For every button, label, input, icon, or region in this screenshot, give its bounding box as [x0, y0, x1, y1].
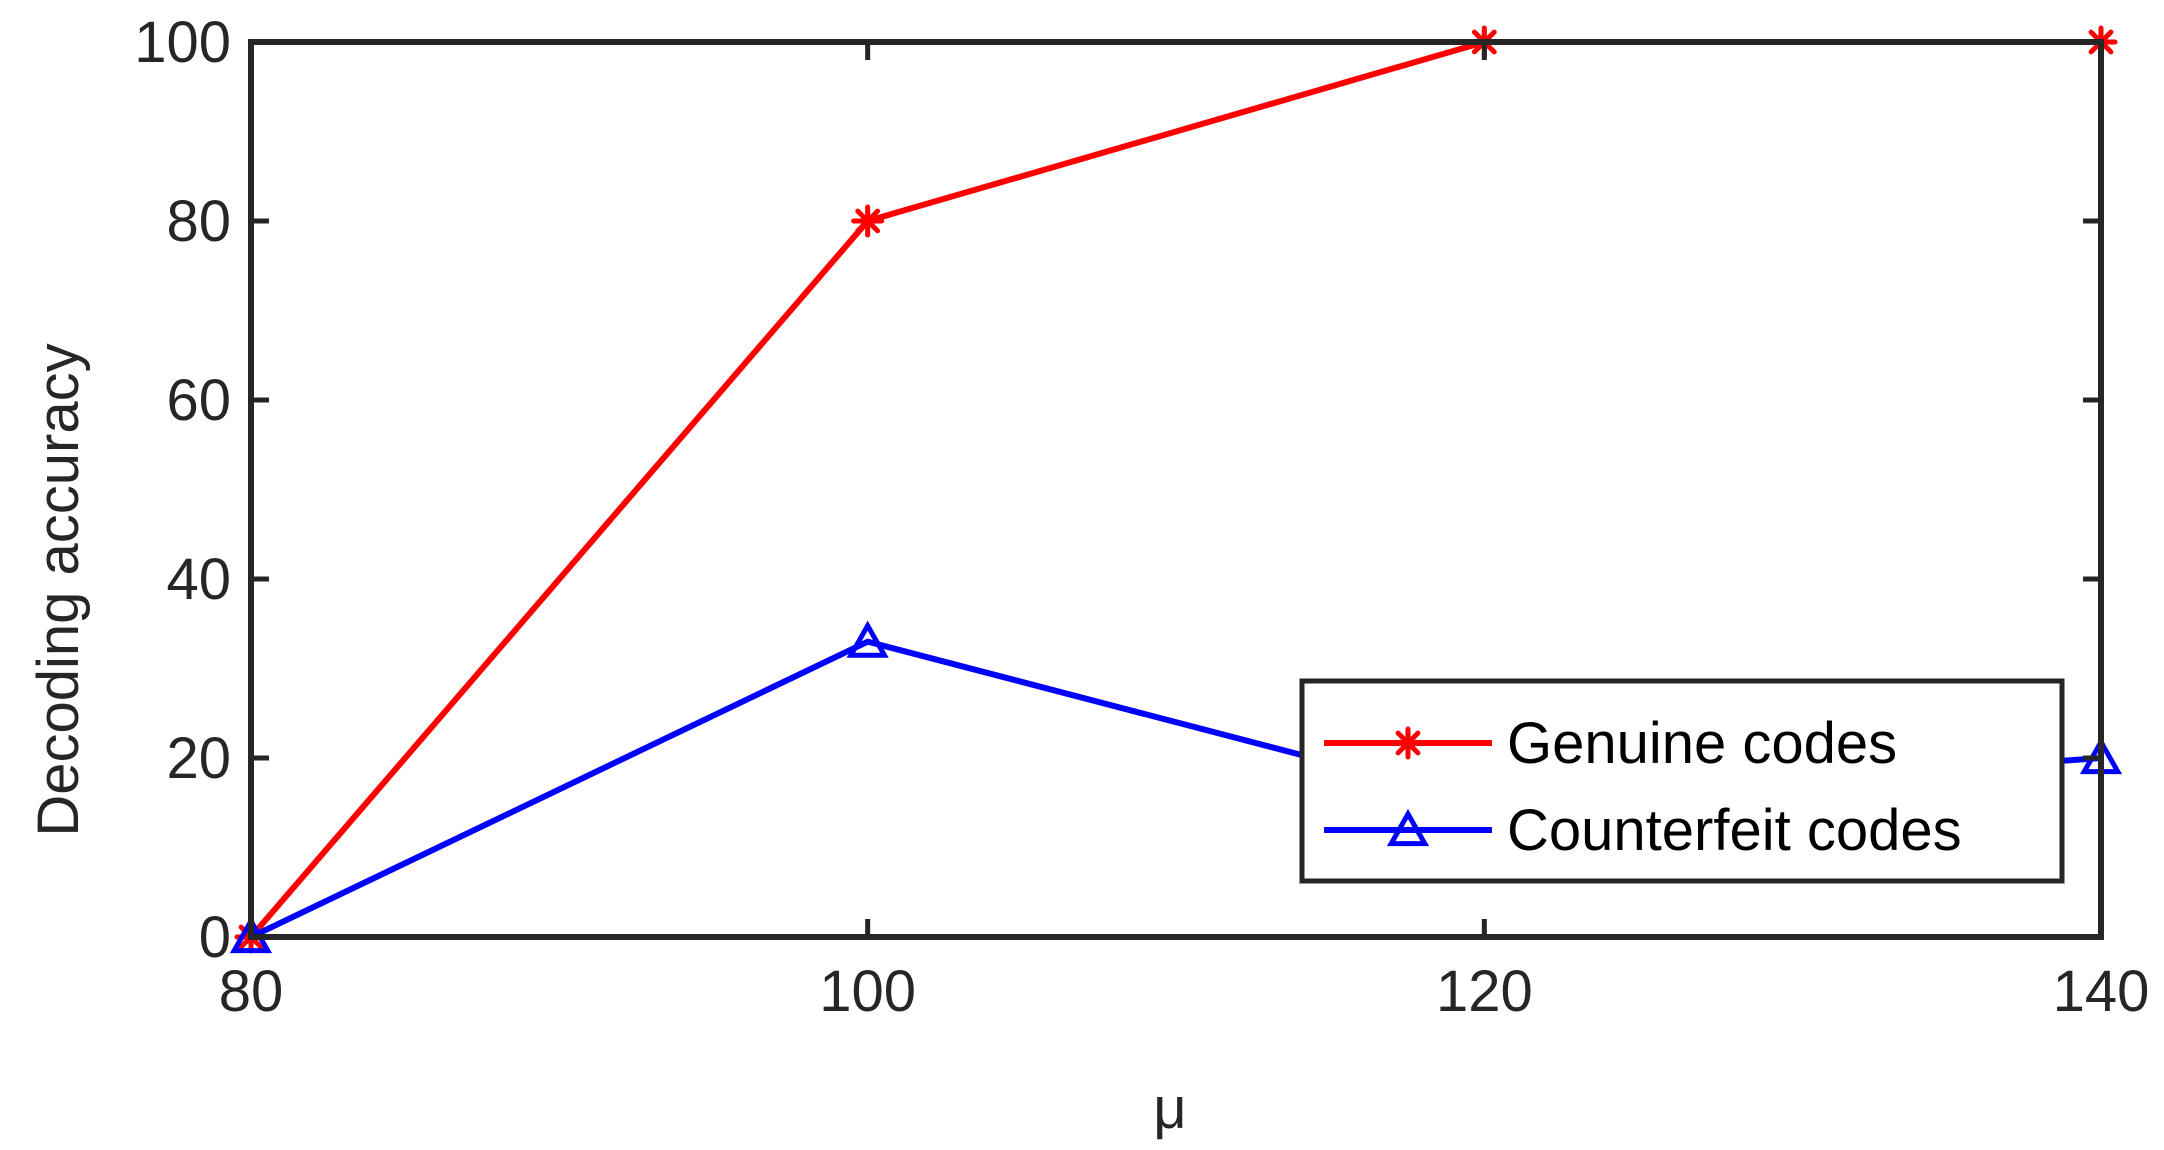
- triangle-marker: [846, 620, 889, 658]
- legend-item-1: Counterfeit codes: [1324, 798, 1962, 863]
- y-axis-label: Decoding accuracy: [26, 343, 91, 836]
- legend-label: Counterfeit codes: [1507, 798, 1962, 863]
- x-tick-label: 80: [219, 959, 284, 1024]
- legend-box: [1299, 678, 2065, 884]
- y-tick-label: 0: [199, 905, 231, 970]
- y-tick-label: 20: [166, 726, 231, 791]
- triangle-marker: [1386, 808, 1430, 847]
- x-tick-label: 120: [1436, 959, 1533, 1024]
- y-tick-label: 80: [166, 189, 231, 254]
- asterisk-marker: [1391, 726, 1425, 760]
- y-tick-label: 100: [134, 10, 231, 75]
- axes-box: [248, 39, 2104, 940]
- asterisk-marker: [851, 204, 885, 238]
- legend-label: Genuine codes: [1507, 711, 1897, 776]
- ticks-layer: 80 100 120 140 0 20 40 60 80 100: [134, 10, 2149, 1024]
- x-tick-label: 100: [819, 959, 916, 1024]
- axes-layer: [248, 39, 2104, 940]
- legend: Genuine codes Counterfeit codes: [1299, 678, 2065, 884]
- x-tick-label: 140: [2053, 959, 2150, 1024]
- legend-item-0: Genuine codes: [1324, 711, 1897, 776]
- y-tick-label: 60: [166, 368, 231, 433]
- y-tick-label: 40: [166, 547, 231, 612]
- x-axis-label: μ: [1153, 1076, 1186, 1141]
